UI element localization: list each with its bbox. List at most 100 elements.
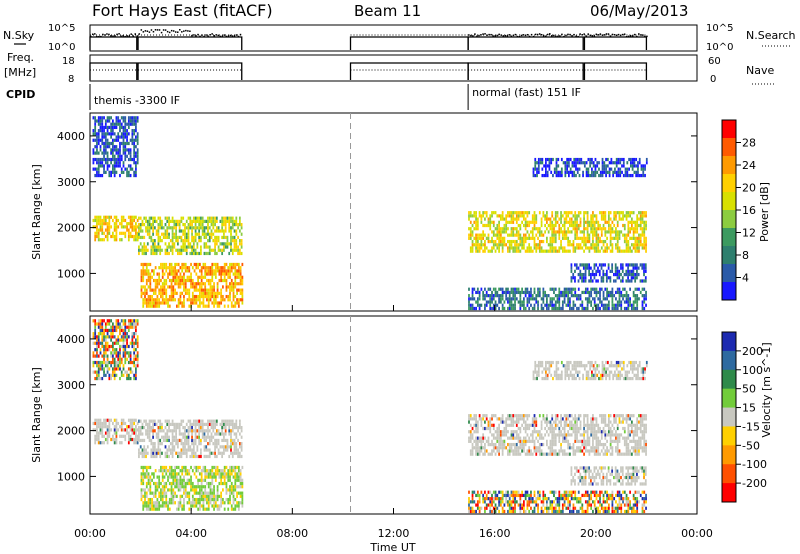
velocity-echo-cell (480, 423, 483, 427)
power-echo-cell (564, 170, 567, 174)
velocity-echo-cell (145, 475, 148, 479)
velocity-echo-cell (149, 478, 152, 482)
power-echo-cell (154, 282, 157, 286)
noise-sample (512, 34, 515, 37)
velocity-echo-cell (231, 442, 234, 446)
power-echo-cell (97, 222, 100, 226)
velocity-echo-cell (232, 488, 235, 492)
power-echo-cell (221, 226, 224, 230)
power-echo-cell (640, 173, 643, 178)
power-echo-cell (101, 164, 104, 168)
power-echo-cell (163, 262, 166, 267)
velocity-echo-cell (185, 429, 188, 433)
power-echo-cell (533, 236, 536, 240)
power-echo-cell (586, 233, 589, 237)
power-echo-cell (570, 294, 573, 298)
velocity-echo-cell (185, 442, 188, 446)
power-echo-cell (113, 164, 116, 168)
power-echo-cell (97, 228, 100, 232)
velocity-echo-cell (177, 445, 179, 449)
velocity-echo-cell (126, 431, 128, 435)
velocity-echo-cell (200, 485, 203, 489)
power-echo-cell (572, 306, 575, 311)
power-echo-cell (558, 217, 561, 221)
power-echo-cell (468, 236, 470, 240)
power-echo-cell (484, 246, 486, 250)
velocity-echo-cell (234, 488, 237, 492)
velocity-echo-cell (106, 434, 109, 438)
velocity-echo-cell (171, 435, 174, 439)
power-echo-cell (142, 266, 145, 270)
power-echo-cell (556, 211, 559, 215)
power-echo-cell (586, 263, 589, 267)
velocity-echo-cell (165, 481, 168, 486)
power-echo-cell (554, 249, 557, 253)
velocity-echo-cell (165, 465, 168, 470)
velocity-echo-cell (159, 448, 162, 452)
velocity-echo-cell (215, 438, 218, 443)
velocity-echo-cell (135, 431, 137, 435)
power-echo-cell (531, 249, 534, 253)
power-echo-cell (482, 211, 485, 215)
velocity-echo-cell (97, 431, 100, 435)
velocity-echo-cell (145, 419, 147, 423)
velocity-echo-cell (145, 491, 148, 495)
noise-sample (472, 35, 474, 37)
power-echo-cell (136, 161, 139, 165)
velocity-echo-cell (231, 426, 234, 430)
power-echo-cell (170, 298, 173, 302)
power-echo-cell (541, 157, 544, 162)
power-echo-cell (113, 125, 116, 130)
velocity-echo-cell (103, 418, 105, 422)
power-echo-cell (229, 298, 231, 302)
power-echo-cell (211, 291, 214, 295)
power-echo-cell (607, 217, 610, 221)
power-echo-cell (112, 154, 114, 158)
power-echo-cell (485, 236, 488, 240)
velocity-echo-cell (214, 465, 217, 470)
power-echo-cell (231, 239, 234, 243)
power-echo-cell (180, 245, 183, 249)
noise-sample (571, 34, 573, 37)
velocity-echo-cell (136, 360, 139, 365)
velocity-echo-cell (99, 376, 102, 381)
power-echo-cell (505, 243, 508, 247)
velocity-echo-cell (124, 421, 127, 426)
power-echo-cell (590, 266, 592, 270)
noise-sample (510, 35, 513, 38)
power-echo-cell (512, 290, 515, 295)
velocity-echo-cell (240, 448, 243, 452)
velocity-echo-cell (136, 338, 139, 342)
noise-panel: 10^5 10^0 10^5 10^0 (48, 23, 733, 53)
velocity-echo-cell (211, 494, 214, 498)
power-echo-cell (169, 219, 172, 223)
velocity-echo-cell (135, 425, 137, 429)
velocity-echo-cell (226, 419, 229, 423)
velocity-echo-cell (146, 422, 149, 426)
power-echo-cell (165, 262, 168, 267)
power-echo-cell (145, 269, 148, 273)
power-echo-cell (634, 263, 637, 267)
velocity-echo-cell (120, 335, 123, 339)
power-echo-cell (581, 272, 583, 277)
velocity-echo-cell (175, 478, 178, 482)
velocity-echo-cell (141, 451, 144, 455)
noise-sample (474, 33, 476, 35)
power-echo-cell (617, 161, 620, 165)
velocity-echo-cell (145, 429, 147, 433)
power-echo-cell (537, 290, 539, 295)
velocity-echo-cell (155, 454, 158, 459)
velocity-echo-cell (154, 504, 157, 508)
power-echo-cell (205, 219, 208, 223)
power-echo-cell (104, 135, 107, 139)
power-echo-cell (616, 300, 619, 304)
velocity-echo-cell (233, 426, 236, 430)
power-echo-cell (221, 251, 224, 256)
power-echo-cell (229, 266, 231, 270)
power-echo-cell (226, 239, 229, 243)
velocity-echo-cell (496, 430, 499, 434)
power-echo-cell (528, 220, 531, 224)
power-echo-cell (135, 138, 137, 142)
power-echo-cell (196, 245, 199, 249)
power-echo-cell (99, 148, 102, 152)
